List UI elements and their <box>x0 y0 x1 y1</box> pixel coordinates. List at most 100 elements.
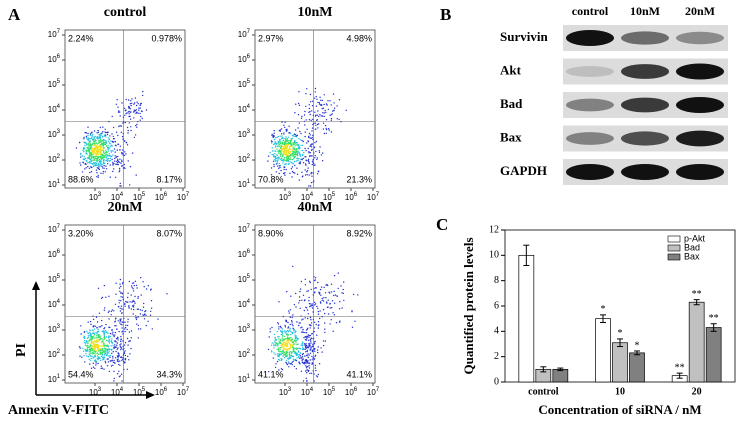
tick-label: 103 <box>279 192 292 203</box>
event-dot <box>329 100 331 102</box>
event-dot <box>89 363 91 365</box>
event-dot <box>309 137 311 139</box>
event-dot <box>311 359 313 361</box>
event-dot <box>306 336 308 338</box>
event-dot <box>325 129 328 131</box>
event-dot <box>111 352 113 354</box>
event-dot <box>338 99 341 101</box>
event-dot <box>85 153 88 155</box>
event-dot <box>293 304 296 306</box>
event-dot <box>93 150 96 152</box>
event-dot <box>357 294 359 296</box>
event-dot <box>84 157 87 160</box>
event-dot <box>291 158 294 161</box>
event-dot <box>313 343 316 345</box>
event-dot <box>130 129 132 132</box>
event-dot <box>95 146 98 148</box>
event-dot <box>136 123 138 126</box>
event-dot <box>284 121 286 124</box>
event-dot <box>332 93 335 95</box>
event-dot <box>277 350 280 352</box>
event-dot <box>306 350 308 353</box>
event-dot <box>298 104 301 107</box>
event-dot <box>107 157 110 160</box>
event-dot <box>102 136 104 138</box>
event-dot <box>100 345 102 347</box>
event-dot <box>292 153 294 156</box>
tick-base: 10 <box>238 325 247 334</box>
event-dot <box>315 323 317 326</box>
event-dot <box>296 135 298 137</box>
event-dot <box>278 328 280 330</box>
event-dot <box>102 144 105 146</box>
event-dot <box>284 148 286 150</box>
event-dot <box>311 100 314 103</box>
event-dot <box>320 347 322 349</box>
event-dot <box>307 167 309 169</box>
event-dot <box>296 357 298 359</box>
event-dot <box>307 160 310 163</box>
event-dot <box>114 176 117 178</box>
event-dot <box>274 157 276 159</box>
event-dot <box>303 151 305 154</box>
event-dot <box>101 331 103 333</box>
panel-label: B <box>440 5 451 24</box>
event-dot <box>121 135 124 138</box>
event-dot <box>85 342 87 345</box>
event-dot <box>91 147 93 149</box>
event-dot <box>132 299 134 302</box>
tick-exponent: 5 <box>57 274 61 280</box>
event-dot <box>100 156 102 158</box>
event-dot <box>314 350 316 352</box>
event-dot <box>111 144 113 146</box>
event-dot <box>273 150 275 152</box>
event-dot <box>291 354 293 356</box>
event-dot <box>291 166 293 168</box>
event-dot <box>114 325 116 327</box>
event-dot <box>86 143 88 145</box>
event-dot <box>297 147 300 149</box>
event-dot <box>129 301 131 303</box>
event-dot <box>97 174 99 177</box>
event-dot <box>105 168 108 170</box>
event-dot <box>99 137 102 139</box>
event-dot <box>283 330 286 332</box>
event-dot <box>276 348 278 350</box>
event-dot <box>297 351 300 353</box>
event-dot <box>288 310 290 312</box>
event-dot <box>290 320 293 322</box>
event-dot <box>308 354 310 356</box>
event-dot <box>107 163 109 165</box>
event-dot <box>318 102 320 104</box>
event-dot <box>102 330 104 332</box>
event-dot <box>123 351 126 353</box>
event-dot <box>109 339 111 341</box>
event-dot <box>292 143 295 146</box>
event-dot <box>338 118 340 121</box>
event-dot <box>314 97 316 99</box>
event-dot <box>133 111 135 113</box>
event-dot <box>297 347 299 350</box>
tick-exponent: 2 <box>57 154 61 160</box>
event-dot <box>92 144 95 147</box>
event-dot <box>291 338 294 340</box>
event-dot <box>315 124 317 127</box>
event-dot <box>98 168 101 171</box>
event-dot <box>94 162 97 164</box>
event-dot <box>273 343 275 345</box>
tick-label: 107 <box>238 29 251 40</box>
event-dot <box>281 340 284 342</box>
significance: * <box>601 304 606 315</box>
tick-label: 106 <box>238 54 251 65</box>
quadrant-percent: 8.92% <box>346 228 372 238</box>
event-dot <box>104 134 107 136</box>
event-dot <box>105 145 108 147</box>
event-dot <box>117 143 120 145</box>
event-dot <box>94 355 97 357</box>
event-dot <box>272 134 275 137</box>
event-dot <box>119 360 121 362</box>
event-dot <box>310 340 312 342</box>
event-dot <box>101 341 103 344</box>
event-dot <box>289 337 291 339</box>
event-dot <box>314 128 317 130</box>
